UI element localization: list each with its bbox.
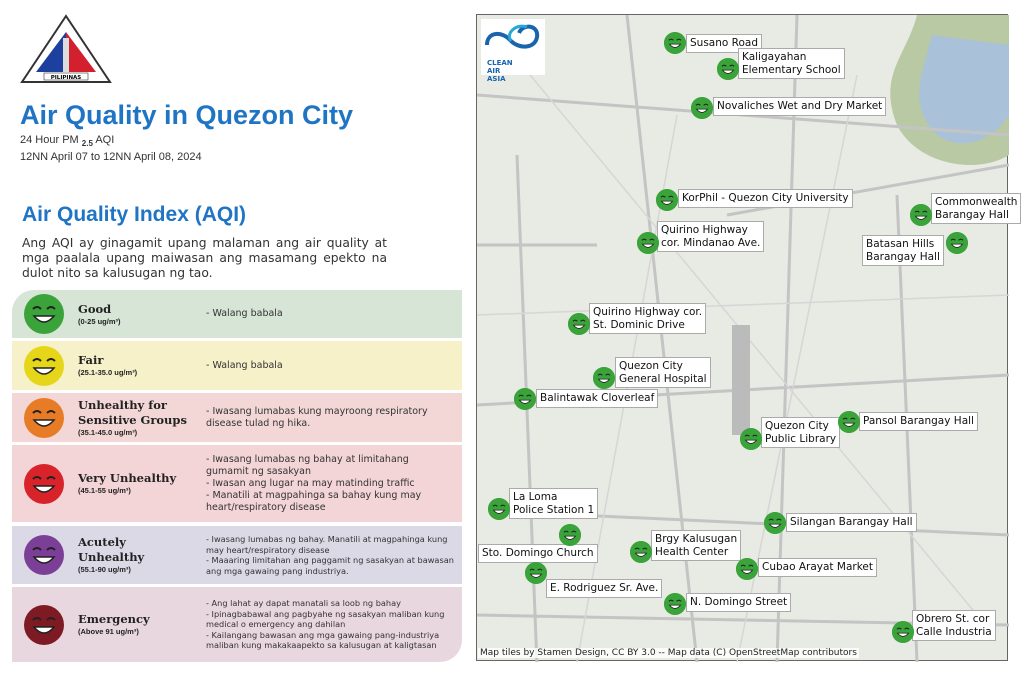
station-label[interactable]: Quirino Highway cor. St. Dominic Drive xyxy=(589,303,707,334)
station-label[interactable]: Quezon City General Hospital xyxy=(615,357,711,388)
level-advice: - Walang babala xyxy=(206,308,283,319)
station-map[interactable]: CLEAN AIR ASIA Susano Road Kaligayahan El… xyxy=(476,14,1022,662)
level-name: Fair (25.1-35.0 ug/m³) xyxy=(78,353,138,377)
clean-air-asia-logo: CLEAN AIR ASIA xyxy=(481,19,545,83)
face-icon xyxy=(24,294,64,334)
aqi-level-unhealthy-for-sensitive-groups: Unhealthy for Sensitive Groups (35.1-45.0… xyxy=(12,393,462,442)
level-name: Unhealthy for Sensitive Groups (35.1-45.0… xyxy=(78,397,187,437)
station-marker-good-face-icon[interactable] xyxy=(593,367,615,389)
map-attribution: Map tiles by Stamen Design, CC BY 3.0 --… xyxy=(478,648,859,658)
page-title: Air Quality in Quezon City xyxy=(20,100,354,130)
station-marker-good-face-icon[interactable] xyxy=(740,428,762,450)
face-icon xyxy=(24,345,64,386)
station-marker-good-face-icon[interactable] xyxy=(892,621,914,643)
station-label[interactable]: N. Domingo Street xyxy=(686,593,792,612)
station-label[interactable]: Quirino Highway cor. Mindanao Ave. xyxy=(657,221,765,252)
face-icon xyxy=(24,604,64,645)
level-name: Good (0-25 ug/m³) xyxy=(78,301,121,326)
level-advice: - Iwasang lumabas kung mayroong respirat… xyxy=(206,405,428,429)
face-icon xyxy=(24,535,64,575)
station-marker-good-face-icon[interactable] xyxy=(525,562,547,584)
station-marker-good-face-icon[interactable] xyxy=(736,558,758,580)
station-label[interactable]: Novaliches Wet and Dry Market xyxy=(713,97,887,116)
station-label[interactable]: Kaligayahan Elementary School xyxy=(738,48,845,79)
station-marker-good-face-icon[interactable] xyxy=(691,97,713,119)
aqi-level-emergency: Emergency (Above 91 ug/m³) - Ang lahat ay… xyxy=(12,587,462,662)
aqi-level-fair: Fair (25.1-35.0 ug/m³) - Walang babala xyxy=(12,341,462,390)
aqi-description: Ang AQI ay ginagamit upang malaman ang a… xyxy=(22,236,387,280)
station-marker-good-face-icon[interactable] xyxy=(664,593,686,615)
station-label[interactable]: Silangan Barangay Hall xyxy=(786,513,917,532)
level-advice: - Iwasang lumabas ng bahay at limitahang… xyxy=(206,453,422,513)
station-marker-good-face-icon[interactable] xyxy=(764,512,786,534)
station-marker-good-face-icon[interactable] xyxy=(630,541,652,563)
station-label[interactable]: Sto. Domingo Church xyxy=(478,544,598,563)
station-label[interactable]: Susano Road xyxy=(686,34,762,53)
level-name: Very Unhealthy (45.1-55 ug/m³) xyxy=(78,471,177,495)
station-marker-good-face-icon[interactable] xyxy=(910,204,932,226)
station-marker-good-face-icon[interactable] xyxy=(946,232,968,254)
station-label[interactable]: Cubao Arayat Market xyxy=(758,558,877,577)
station-label[interactable]: Balintawak Cloverleaf xyxy=(536,389,659,408)
station-label[interactable]: KorPhil - Quezon City University xyxy=(678,189,853,208)
logo-text: PILIPINAS xyxy=(51,75,82,81)
face-icon xyxy=(24,463,64,504)
station-label[interactable]: E. Rodriguez Sr. Ave. xyxy=(546,579,663,598)
level-advice: - Iwasang lumabas ng bahay. Manatili at … xyxy=(206,534,454,576)
aqi-section-title: Air Quality Index (AQI) xyxy=(22,203,247,226)
aqi-level-acutely-unhealthy: Acutely Unhealthy (55.1-90 ug/m³) - Iwasa… xyxy=(12,526,462,584)
aqi-level-very-unhealthy: Very Unhealthy (45.1-55 ug/m³) - Iwasang … xyxy=(12,445,462,522)
station-label[interactable]: Batasan Hills Barangay Hall xyxy=(862,235,944,266)
station-label[interactable]: Quezon City Public Library xyxy=(761,417,841,448)
station-label[interactable]: La Loma Police Station 1 xyxy=(509,488,599,519)
period-label: 12NN April 07 to 12NN April 08, 2024 xyxy=(20,151,202,163)
level-name: Emergency (Above 91 ug/m³) xyxy=(78,612,150,636)
station-marker-good-face-icon[interactable] xyxy=(656,189,678,211)
quezon-city-seal-logo: PILIPINAS xyxy=(20,14,112,84)
level-advice: - Walang babala xyxy=(206,359,283,371)
station-marker-good-face-icon[interactable] xyxy=(838,411,860,433)
level-advice: - Ang lahat ay dapat manatali sa loob ng… xyxy=(206,598,445,651)
face-icon xyxy=(24,397,64,438)
station-marker-good-face-icon[interactable] xyxy=(488,498,510,520)
station-label[interactable]: Obrero St. cor Calle Industria xyxy=(912,610,996,641)
station-label[interactable]: Brgy Kalusugan Health Center xyxy=(651,530,742,561)
metric-label: 24 Hour PM 2.5 AQI xyxy=(20,134,115,149)
station-label[interactable]: Pansol Barangay Hall xyxy=(859,412,978,431)
station-marker-good-face-icon[interactable] xyxy=(568,313,590,335)
station-marker-good-face-icon[interactable] xyxy=(717,58,739,80)
station-marker-good-face-icon[interactable] xyxy=(514,388,536,410)
station-marker-good-face-icon[interactable] xyxy=(637,232,659,254)
station-marker-good-face-icon[interactable] xyxy=(664,32,686,54)
station-marker-good-face-icon[interactable] xyxy=(559,524,581,546)
aqi-level-good: Good (0-25 ug/m³) - Walang babala xyxy=(12,290,462,338)
level-name: Acutely Unhealthy (55.1-90 ug/m³) xyxy=(78,535,145,574)
station-label[interactable]: Commonwealth Barangay Hall xyxy=(931,193,1022,224)
